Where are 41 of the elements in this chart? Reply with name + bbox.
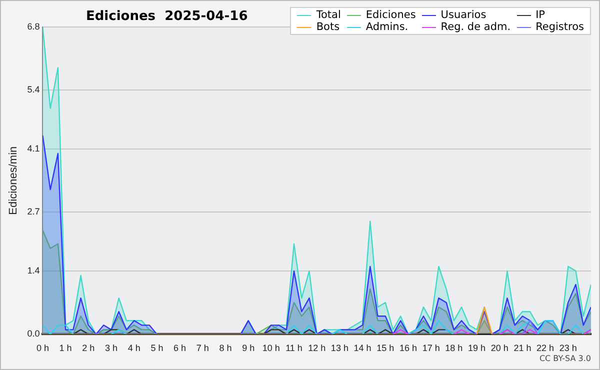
x-tick-label: 19 h [468,343,486,354]
y-tick-label: 6.8 [27,21,40,32]
x-tick-label: 15 h [376,343,394,354]
x-tick-label: 21 h [514,343,532,354]
x-tick-label: 2 h [82,343,95,354]
y-tick-label: 2.7 [27,206,40,217]
x-tick-label: 3 h [104,343,118,354]
x-tick-label: 20 h [490,343,508,354]
x-tick-label: 4 h [128,343,140,354]
x-tick-label: 5 h [150,343,164,354]
x-tick-label: 6 h [174,343,186,354]
text: CC BY-SA 3.0 [539,354,591,363]
x-tick-label: 22 h [536,343,554,354]
x-tick-label: 8 h [219,343,232,354]
x-tick-label: 1 h [59,343,72,354]
legend-label: Usuarios [440,9,486,21]
legend-label: Reg. de adm. [440,21,511,33]
x-tick-label: 0 h [36,343,49,354]
y-axis-title: Ediciones/min [8,146,20,215]
x-tick-label: 12 h [308,343,326,354]
x-tick-label: 14 h [354,343,372,354]
x-tick-label: 13 h [330,343,348,354]
y-tick-label: 5.4 [27,84,40,95]
x-tick-label: 9 h [242,343,255,354]
x-tick-label: 18 h [445,343,463,354]
legend-label: Admins. [366,21,408,33]
legend-label: Ediciones [366,9,416,21]
legend-label: Registros [536,21,584,33]
x-tick-label: 7 h [196,343,209,354]
y-tick-label: 1.4 [27,265,40,276]
legend-label: Total [316,9,341,21]
y-tick-label: 0.0 [27,328,40,339]
chart-title: Ediciones 2025-04-16 [86,9,248,24]
x-tick-label: 11 h [286,343,302,354]
x-tick-label: 17 h [422,343,440,354]
x-tick-label: 23 h [559,343,577,354]
x-tick-label: 16 h [399,343,418,354]
x-tick-label: 10 h [262,343,280,354]
y-tick-label: 4.1 [27,143,40,154]
legend-label: Bots [316,21,340,33]
legend-label: IP [536,9,545,21]
